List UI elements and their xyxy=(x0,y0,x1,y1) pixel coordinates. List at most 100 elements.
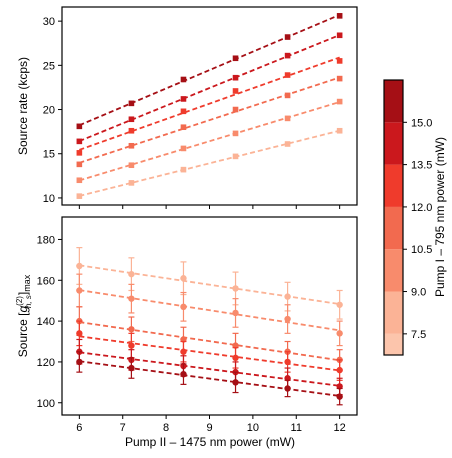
data-point xyxy=(128,295,135,302)
colorbar-tick-label: 9.0 xyxy=(411,287,426,299)
data-point xyxy=(180,275,187,282)
data-point xyxy=(336,75,343,82)
data-point xyxy=(128,326,135,333)
data-point xyxy=(180,145,187,152)
data-point xyxy=(128,364,135,372)
data-point xyxy=(232,130,239,137)
data-point xyxy=(76,123,83,130)
y-tick-label: 25 xyxy=(43,60,55,72)
colorbar-tick-label: 15.0 xyxy=(411,117,432,129)
data-point xyxy=(180,166,187,173)
y-axis-title-close: ] xyxy=(16,292,30,295)
fit-line-2 xyxy=(79,321,340,362)
fit-line-1 xyxy=(79,289,340,332)
data-point xyxy=(76,161,83,168)
colorbar-band-2 xyxy=(384,249,403,292)
y-axis-title-main: Source [ xyxy=(16,312,30,357)
data-point xyxy=(128,142,135,149)
y-axis-title-max: max xyxy=(22,274,32,292)
y-tick-label: 15 xyxy=(43,149,55,161)
colorbar-band-1 xyxy=(384,291,403,334)
data-point xyxy=(128,100,135,107)
data-point xyxy=(180,76,187,83)
y-tick-label: 100 xyxy=(37,398,55,410)
x-tick-label: 12 xyxy=(334,422,346,434)
fit-line-4 xyxy=(79,351,340,387)
colorbar-tick-label: 12.0 xyxy=(411,202,432,214)
data-point xyxy=(180,348,187,355)
colorbar-band-0 xyxy=(384,333,403,355)
y-tick-label: 30 xyxy=(43,16,55,28)
data-point xyxy=(284,115,291,122)
data-point xyxy=(128,342,135,349)
y-axis-title-g: g xyxy=(16,306,30,313)
y-tick-label: 120 xyxy=(37,357,55,369)
data-point xyxy=(76,287,83,294)
data-point xyxy=(336,127,343,134)
data-point xyxy=(76,150,83,156)
colorbar-frame xyxy=(383,79,404,356)
colorbar-tick-label: 10.5 xyxy=(411,244,432,256)
data-point xyxy=(128,116,135,123)
data-point xyxy=(128,127,135,134)
data-point xyxy=(76,262,83,270)
data-point xyxy=(232,153,239,160)
colorbar-tick-label: 13.5 xyxy=(411,160,432,172)
top-panel: 10 15 20 25 30 Source rate (kcps) xyxy=(16,6,358,209)
colorbar-band-6 xyxy=(384,80,403,123)
data-point xyxy=(284,358,291,366)
colorbar-tick-label: 7.5 xyxy=(411,329,426,341)
data-point xyxy=(336,330,343,337)
data-point xyxy=(180,108,187,115)
data-point xyxy=(128,162,135,169)
data-point xyxy=(284,293,291,300)
y-tick-label: 140 xyxy=(37,316,55,328)
x-tick-label: 9 xyxy=(206,422,212,434)
data-point xyxy=(284,72,291,78)
data-point xyxy=(180,303,187,311)
colorbar-band-4 xyxy=(384,164,403,207)
y-tick-label: 10 xyxy=(43,193,55,205)
fit-line-3 xyxy=(79,76,340,164)
plot-frame xyxy=(61,216,358,416)
data-point xyxy=(284,141,291,147)
y-tick-label: 20 xyxy=(43,105,55,117)
plot-frame xyxy=(61,6,358,206)
fit-line-3 xyxy=(79,335,340,372)
colorbar-band-3 xyxy=(384,206,403,250)
y-tick-label: 180 xyxy=(37,234,55,246)
bottom-panel: 6 7 8 9 10 11 12 100 120 140 160 180 Pump II – 1475 … xyxy=(15,216,358,449)
data-point xyxy=(284,34,291,40)
x-tick-label: 8 xyxy=(163,422,169,434)
x-tick-label: 7 xyxy=(120,422,126,434)
y-axis-title: Source rate (kcps) xyxy=(16,57,30,155)
data-point xyxy=(336,366,343,374)
data-point xyxy=(180,96,187,102)
data-point xyxy=(232,354,239,362)
colorbar-band-5 xyxy=(384,122,403,165)
data-point xyxy=(232,55,239,62)
data-point xyxy=(232,106,239,113)
data-point xyxy=(180,370,187,378)
data-point xyxy=(336,393,343,400)
data-point xyxy=(232,285,239,292)
data-point xyxy=(336,98,343,105)
data-point xyxy=(76,177,83,184)
fit-line-5 xyxy=(79,360,340,397)
data-point xyxy=(284,385,291,392)
fit-line-0 xyxy=(79,14,340,127)
data-point xyxy=(76,193,83,199)
data-point xyxy=(336,301,343,308)
data-point xyxy=(336,32,343,39)
data-point xyxy=(336,13,343,19)
x-tick-label: 6 xyxy=(76,422,82,434)
data-point xyxy=(336,58,343,64)
y-axis-title: Source [g(2)h, s]max xyxy=(15,274,33,357)
data-point xyxy=(76,330,83,337)
data-point xyxy=(128,180,135,186)
y-axis-title-sub: h, s xyxy=(24,295,33,308)
data-point xyxy=(284,92,291,99)
data-point xyxy=(232,88,239,94)
colorbar-title: Pump I – 795 nm power (mW) xyxy=(433,137,447,297)
